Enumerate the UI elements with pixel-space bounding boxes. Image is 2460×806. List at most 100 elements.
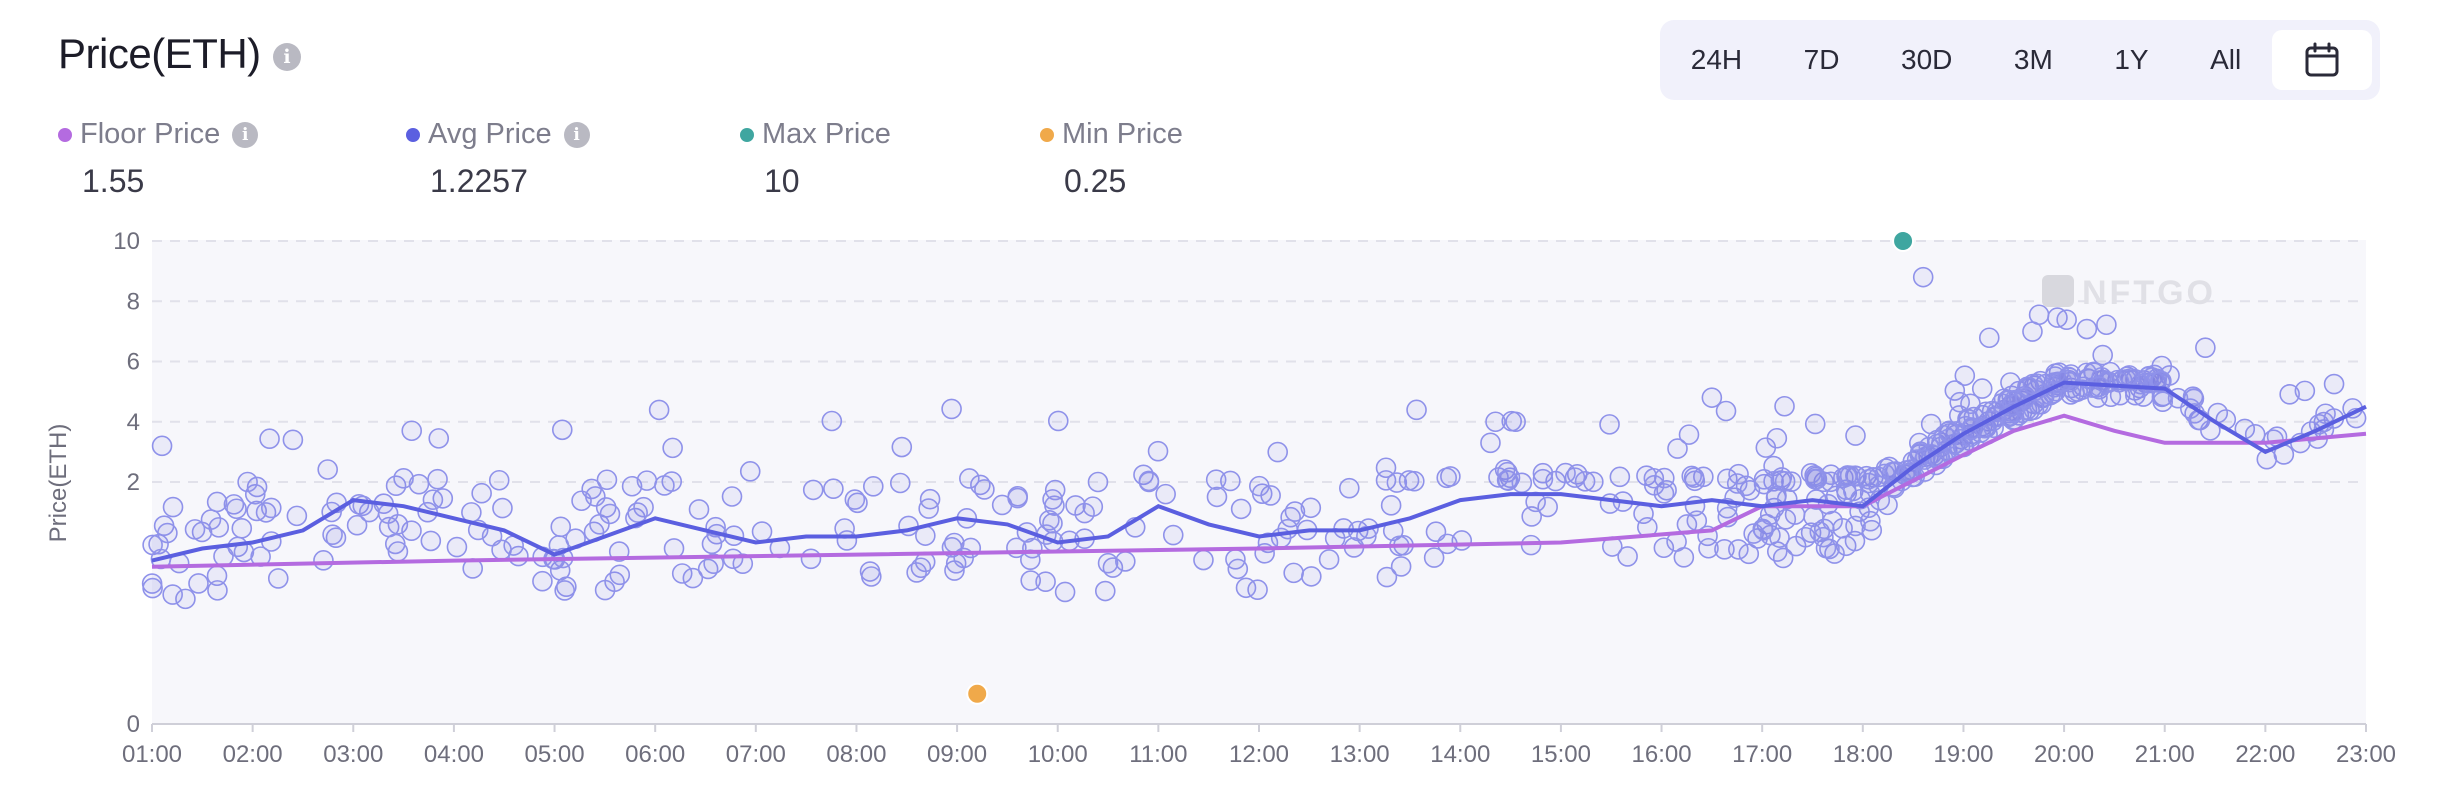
sale-point: [1094, 580, 1116, 602]
sale-point: [1836, 466, 1857, 487]
x-tick-label: 08:00: [826, 741, 886, 768]
sale-point: [1753, 469, 1775, 490]
sale-point: [1380, 495, 1402, 516]
y-tick-label: 8: [127, 288, 140, 315]
sale-point: [1283, 562, 1304, 584]
sale-point: [151, 435, 173, 457]
stat-avg-price: Avg Price i 1.2257: [406, 118, 590, 200]
sale-point: [2108, 371, 2130, 393]
y-tick-label: 0: [127, 711, 140, 738]
sale-point: [1537, 496, 1558, 518]
sale-point: [844, 489, 866, 510]
sale-point: [1138, 470, 1160, 492]
x-tick-label: 16:00: [1632, 741, 1692, 768]
sale-point: [861, 566, 882, 587]
sale-point: [944, 532, 965, 554]
sale-point: [1047, 410, 1069, 432]
sale-point: [1376, 566, 1398, 588]
sale-point: [2022, 321, 2043, 342]
sale-point: [1583, 471, 1604, 493]
calendar-button[interactable]: [2272, 30, 2373, 90]
sale-point: [1944, 380, 1966, 401]
sale-point: [1436, 467, 1458, 489]
range-all-button[interactable]: All: [2210, 44, 2242, 75]
x-tick-label: 05:00: [525, 741, 585, 768]
sale-point: [2294, 380, 2316, 402]
sale-point: [492, 497, 513, 519]
x-tick-label: 04:00: [424, 741, 484, 768]
sale-point: [1423, 547, 1445, 568]
sale-point: [1820, 471, 1842, 493]
sale-point: [286, 505, 308, 527]
sale-point: [671, 563, 693, 584]
sale-point: [732, 553, 754, 574]
sale-point: [1386, 472, 1408, 493]
stat-min-price: Min Price 0.25: [1040, 118, 1183, 200]
sale-point: [703, 553, 724, 574]
range-30d-button[interactable]: 30D: [1901, 44, 1953, 75]
sale-point: [739, 461, 761, 482]
x-tick-label: 10:00: [1028, 741, 1088, 768]
sale-point: [1822, 510, 1843, 532]
sale-point: [596, 469, 618, 491]
y-axis-label: Price(ETH): [45, 424, 72, 543]
sale-point: [1227, 558, 1249, 580]
sale-point: [589, 514, 610, 535]
stat-floor-price: Floor Price i 1.55: [58, 118, 259, 200]
sale-point: [722, 548, 744, 570]
avg-price-value: 1.2257: [430, 163, 528, 199]
sale-point: [471, 482, 492, 504]
sale-point: [427, 468, 448, 490]
sale-point: [862, 476, 884, 497]
sale-point: [2279, 384, 2300, 405]
range-1y-button[interactable]: 1Y: [2114, 44, 2149, 75]
x-tick-label: 14:00: [1430, 741, 1490, 768]
stat-max-price: Max Price 10: [740, 118, 891, 200]
x-tick-label: 22:00: [2235, 741, 2295, 768]
sale-point: [2096, 314, 2117, 336]
sale-point: [609, 564, 631, 586]
sale-point: [488, 469, 510, 491]
sale-point: [1205, 469, 1227, 490]
sale-point: [1667, 438, 1688, 459]
max-price-legend-dot: [740, 127, 754, 142]
sale-point: [237, 471, 258, 493]
range-7d-button[interactable]: 7D: [1803, 44, 1840, 75]
y-tick-label: 10: [113, 228, 140, 255]
range-3m-button[interactable]: 3M: [2013, 44, 2053, 75]
info-icon[interactable]: i: [272, 43, 301, 71]
sale-point: [317, 459, 338, 480]
sale-point: [802, 479, 824, 501]
sale-point: [682, 567, 704, 589]
range-24h-button[interactable]: 24H: [1690, 44, 1743, 75]
sale-point: [1087, 471, 1109, 493]
sale-point: [213, 546, 234, 567]
sale-point: [260, 497, 282, 519]
sale-point: [1230, 498, 1252, 520]
sale-point: [1074, 502, 1095, 524]
title-text: Price(ETH): [58, 30, 261, 77]
x-tick-label: 17:00: [1732, 741, 1792, 768]
calendar-icon: [2305, 42, 2339, 77]
sale-point: [1406, 399, 1427, 421]
sale-point: [246, 476, 268, 498]
min-price-label: Min Price: [1062, 118, 1183, 150]
sale-point: [751, 521, 773, 542]
max-price-label: Max Price: [762, 118, 891, 150]
min-price-value: 0.25: [1064, 163, 1127, 199]
avg-price-info-icon[interactable]: i: [563, 121, 590, 148]
sale-point: [1318, 549, 1340, 570]
x-tick-label: 09:00: [927, 741, 987, 768]
sale-point: [1115, 551, 1136, 572]
sale-point: [401, 420, 423, 442]
sale-point: [1485, 411, 1506, 433]
sale-point: [1280, 506, 1301, 528]
sale-point: [188, 573, 209, 594]
sale-point: [599, 503, 621, 525]
sale-point: [1532, 468, 1554, 490]
min-price-point: [966, 682, 989, 705]
floor-price-label: Floor Price: [80, 118, 221, 150]
sale-point: [207, 580, 228, 601]
floor-price-info-icon[interactable]: i: [232, 121, 259, 148]
